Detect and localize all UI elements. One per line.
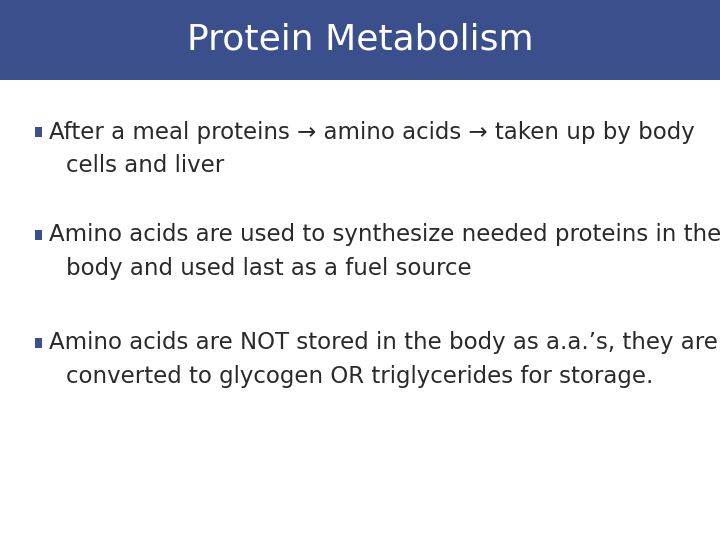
Text: cells and liver: cells and liver xyxy=(66,154,225,177)
Text: Amino acids are NOT stored in the body as a.a.’s, they are: Amino acids are NOT stored in the body a… xyxy=(49,332,718,354)
Text: Amino acids are used to synthesize needed proteins in the: Amino acids are used to synthesize neede… xyxy=(49,224,720,246)
Text: body and used last as a fuel source: body and used last as a fuel source xyxy=(66,257,472,280)
Text: After a meal proteins → amino acids → taken up by body: After a meal proteins → amino acids → ta… xyxy=(49,121,695,144)
Text: converted to glycogen OR triglycerides for storage.: converted to glycogen OR triglycerides f… xyxy=(66,365,654,388)
Text: Protein Metabolism: Protein Metabolism xyxy=(186,23,534,57)
